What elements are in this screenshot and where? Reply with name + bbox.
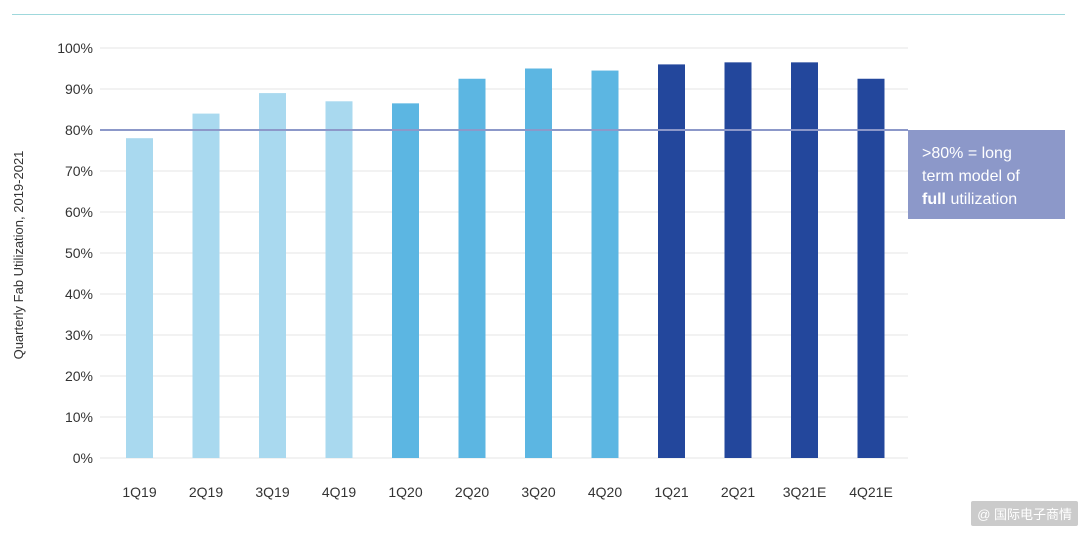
y-tick-label: 50%	[65, 245, 93, 261]
annotation-line-1: >80% = long	[922, 145, 1012, 162]
y-tick-label: 70%	[65, 163, 93, 179]
annotation-line-3: full utilization	[922, 191, 1017, 208]
category-label: 2Q21	[721, 484, 755, 500]
y-tick-label: 10%	[65, 409, 93, 425]
bar-2q21	[724, 62, 752, 458]
y-tick-label: 90%	[65, 81, 93, 97]
category-label: 4Q20	[588, 484, 622, 500]
y-axis-label: Quarterly Fab Utilization, 2019-2021	[11, 151, 26, 360]
bar-1q21	[658, 64, 685, 459]
y-tick-label: 30%	[65, 327, 93, 343]
category-label: 3Q20	[521, 484, 555, 500]
annotation-bold-word: full	[922, 191, 946, 208]
y-axis-ticks: 0% 10% 20% 30% 40% 50% 60% 70% 80% 90% 100%	[57, 40, 93, 466]
category-label: 1Q20	[388, 484, 422, 500]
bars	[126, 62, 885, 459]
annotation-callout: >80% = long term model of full utilizati…	[908, 130, 1065, 219]
bar-4q20	[591, 70, 619, 459]
x-axis-categories: 1Q19 2Q19 3Q19 4Q19 1Q20 2Q20 3Q20 4Q20 1Q21 2Q21…	[122, 484, 892, 500]
bar-4q21e	[857, 78, 885, 458]
category-label: 3Q21E	[783, 484, 827, 500]
bar-3q20	[525, 68, 552, 458]
category-label: 2Q19	[189, 484, 223, 500]
y-tick-label: 80%	[65, 122, 93, 138]
annotation-line-2: term model of	[922, 168, 1020, 185]
category-label: 3Q19	[255, 484, 289, 500]
bar-4q19	[325, 101, 353, 459]
bar-2q19	[192, 113, 220, 458]
bar-2q20	[458, 78, 486, 458]
category-label: 1Q19	[122, 484, 156, 500]
grid-lines	[100, 47, 908, 459]
annotation-rest: utilization	[946, 191, 1017, 208]
bar-1q19	[126, 138, 153, 458]
category-label: 1Q21	[654, 484, 688, 500]
annotation-box	[908, 130, 1065, 219]
category-label: 4Q21E	[849, 484, 893, 500]
y-tick-label: 40%	[65, 286, 93, 302]
bar-3q19	[259, 93, 286, 458]
category-label: 4Q19	[322, 484, 356, 500]
bar-1q20	[392, 103, 419, 458]
category-label: 2Q20	[455, 484, 489, 500]
y-tick-label: 60%	[65, 204, 93, 220]
top-divider	[12, 14, 1065, 15]
y-tick-label: 100%	[57, 40, 93, 56]
y-tick-label: 20%	[65, 368, 93, 384]
watermark: @ 国际电子商情	[971, 501, 1078, 526]
bar-3q21e	[791, 62, 818, 458]
y-tick-label: 0%	[73, 450, 93, 466]
